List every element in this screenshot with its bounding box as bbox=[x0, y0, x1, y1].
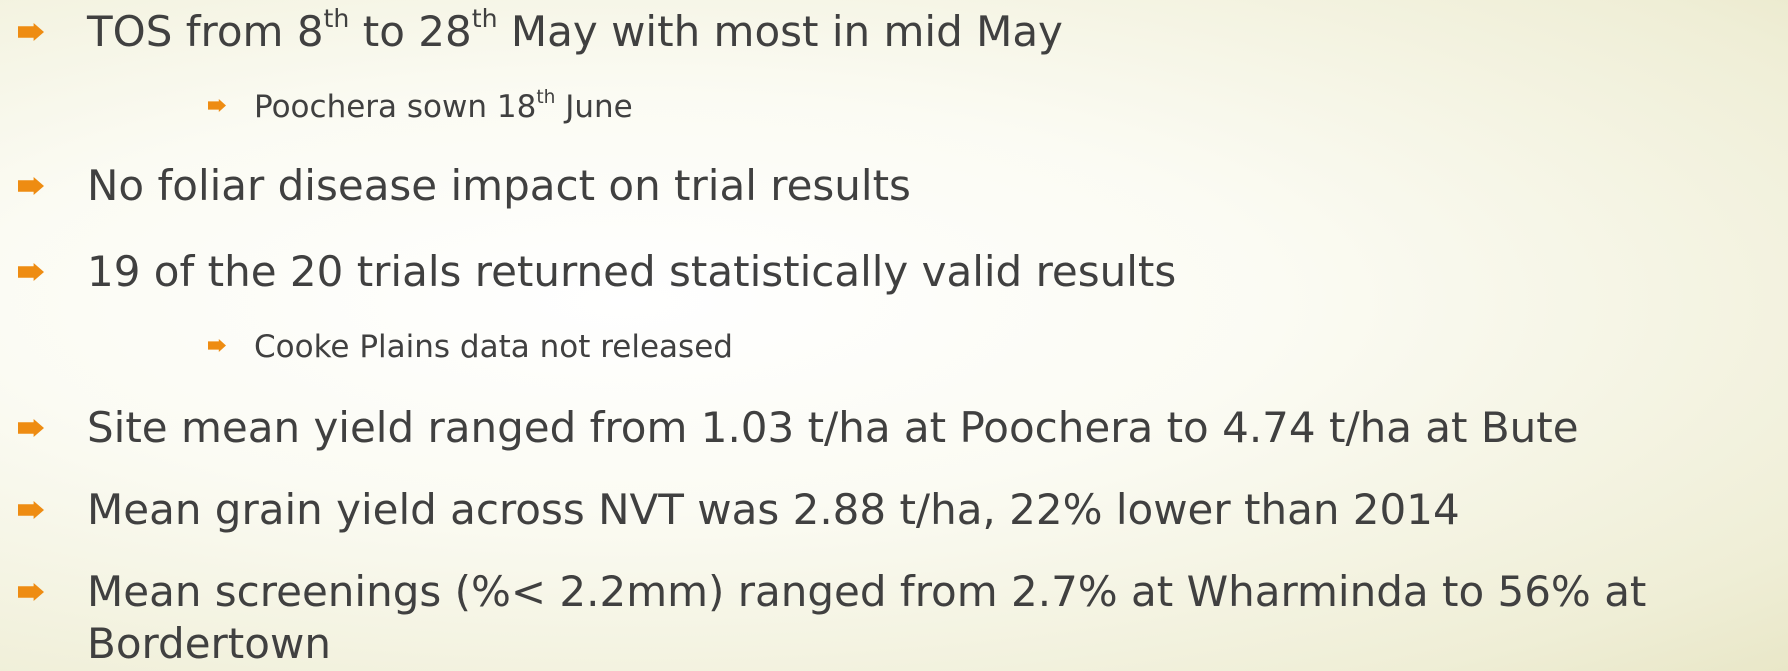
superscript: th bbox=[471, 4, 498, 34]
bullet-arrow bbox=[18, 177, 44, 195]
bullet-arrow bbox=[18, 263, 44, 281]
bullet-item: Site mean yield ranged from 1.03 t/ha at… bbox=[18, 402, 1777, 454]
bullet-item: 19 of the 20 trials returned statistical… bbox=[18, 246, 1777, 298]
text: May with most in mid May bbox=[497, 7, 1063, 56]
text: Poochera sown 18 bbox=[254, 89, 537, 125]
text: 19 of the 20 trials returned statistical… bbox=[87, 247, 1177, 296]
text: Cooke Plains data not released bbox=[254, 329, 733, 365]
text: Mean grain yield across NVT was 2.88 t/h… bbox=[87, 485, 1460, 534]
bullet-arrow bbox=[18, 501, 44, 519]
bullet-arrow bbox=[18, 23, 44, 41]
text: June bbox=[555, 89, 633, 125]
bullet-arrow bbox=[208, 99, 226, 112]
superscript: th bbox=[536, 87, 556, 109]
bullet-item: Poochera sown 18th June bbox=[208, 87, 1754, 127]
bullet-item: TOS from 8th to 28th May with most in mi… bbox=[18, 4, 1777, 58]
bullet-item: Mean screenings (%< 2.2mm) ranged from 2… bbox=[18, 566, 1777, 670]
superscript: th bbox=[323, 4, 350, 34]
text: No foliar disease impact on trial result… bbox=[87, 161, 911, 210]
bullet-arrow bbox=[208, 339, 226, 352]
bullet-item: No foliar disease impact on trial result… bbox=[18, 160, 1777, 212]
text: to 28 bbox=[349, 7, 472, 56]
bullet-arrow bbox=[18, 583, 44, 601]
bullet-item: Mean grain yield across NVT was 2.88 t/h… bbox=[18, 484, 1777, 536]
text: TOS from 8 bbox=[87, 7, 324, 56]
bullet-arrow bbox=[18, 419, 44, 437]
bullet-item: Cooke Plains data not released bbox=[208, 327, 1754, 367]
text: Site mean yield ranged from 1.03 t/ha at… bbox=[87, 403, 1579, 452]
text: Mean screenings (%< 2.2mm) ranged from 2… bbox=[87, 567, 1647, 668]
